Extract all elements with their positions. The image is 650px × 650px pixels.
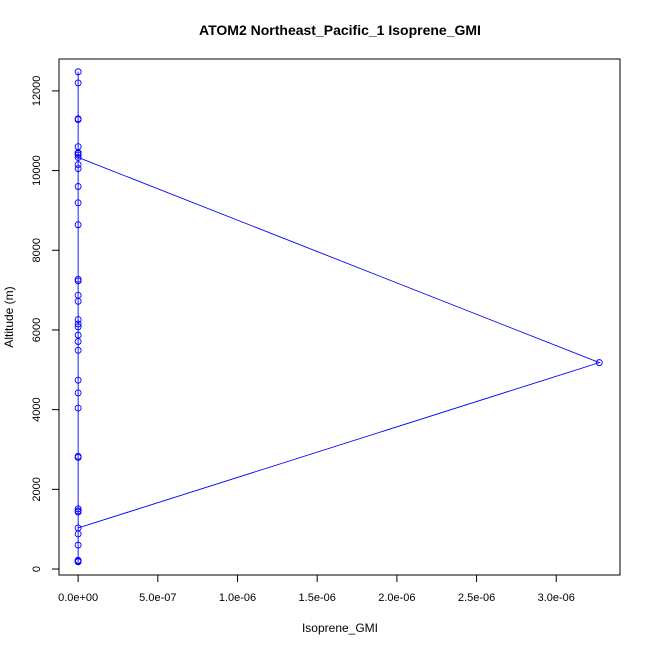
data-point <box>74 557 82 565</box>
x-tick-label: 5.0e-07 <box>139 592 176 604</box>
data-point <box>74 323 82 331</box>
x-tick-label: 1.0e-06 <box>219 592 256 604</box>
data-point <box>74 454 82 461</box>
x-tick-label: 2.0e-06 <box>378 592 415 604</box>
series-layer <box>74 68 603 566</box>
data-point <box>74 277 82 285</box>
data-point <box>74 143 82 151</box>
data-point <box>74 316 82 324</box>
data-point <box>74 346 82 354</box>
data-point <box>595 359 603 367</box>
x-tick-label: 3.0e-06 <box>538 592 575 604</box>
y-tick-label: 12000 <box>31 76 43 107</box>
y-tick-label: 8000 <box>31 238 43 262</box>
series-line <box>77 71 601 562</box>
y-axis: 0 2000 4000 6000 8000 10000 12000 <box>31 76 60 572</box>
y-tick-label: 10000 <box>31 155 43 186</box>
data-point <box>74 199 82 207</box>
data-point <box>74 68 82 76</box>
y-tick-label: 6000 <box>31 318 43 342</box>
x-axis-label: Isoprene_GMI <box>302 621 378 635</box>
data-point <box>74 151 82 159</box>
x-axis: 0.0e+00 5.0e-07 1.0e-06 1.5e-06 2.0e-06 2.5e-… <box>58 574 575 604</box>
data-point <box>74 116 82 124</box>
data-point <box>74 221 82 229</box>
data-point <box>74 320 82 328</box>
data-point <box>74 183 82 190</box>
y-tick-label: 0 <box>31 566 43 572</box>
x-tick-label: 0.0e+00 <box>58 592 98 604</box>
data-point <box>74 524 82 532</box>
x-tick-label: 2.5e-06 <box>458 592 495 604</box>
x-tick-label: 1.5e-06 <box>299 592 336 604</box>
data-point <box>74 338 82 345</box>
data-point <box>74 389 82 397</box>
y-axis-label: Altitude (m) <box>2 286 16 347</box>
chart-title: ATOM2 Northeast_Pacific_1 Isoprene_GMI <box>199 22 481 38</box>
data-point <box>74 153 82 161</box>
data-point <box>74 404 82 412</box>
plot-frame <box>58 58 621 576</box>
data-point <box>74 376 82 384</box>
data-point <box>74 297 82 305</box>
y-tick-label: 2000 <box>31 477 43 501</box>
data-point <box>74 541 82 549</box>
data-point <box>74 79 82 87</box>
data-point <box>74 508 82 516</box>
data-point <box>74 161 82 169</box>
data-point <box>74 165 82 173</box>
data-point <box>74 505 82 513</box>
y-tick-label: 4000 <box>31 397 43 421</box>
